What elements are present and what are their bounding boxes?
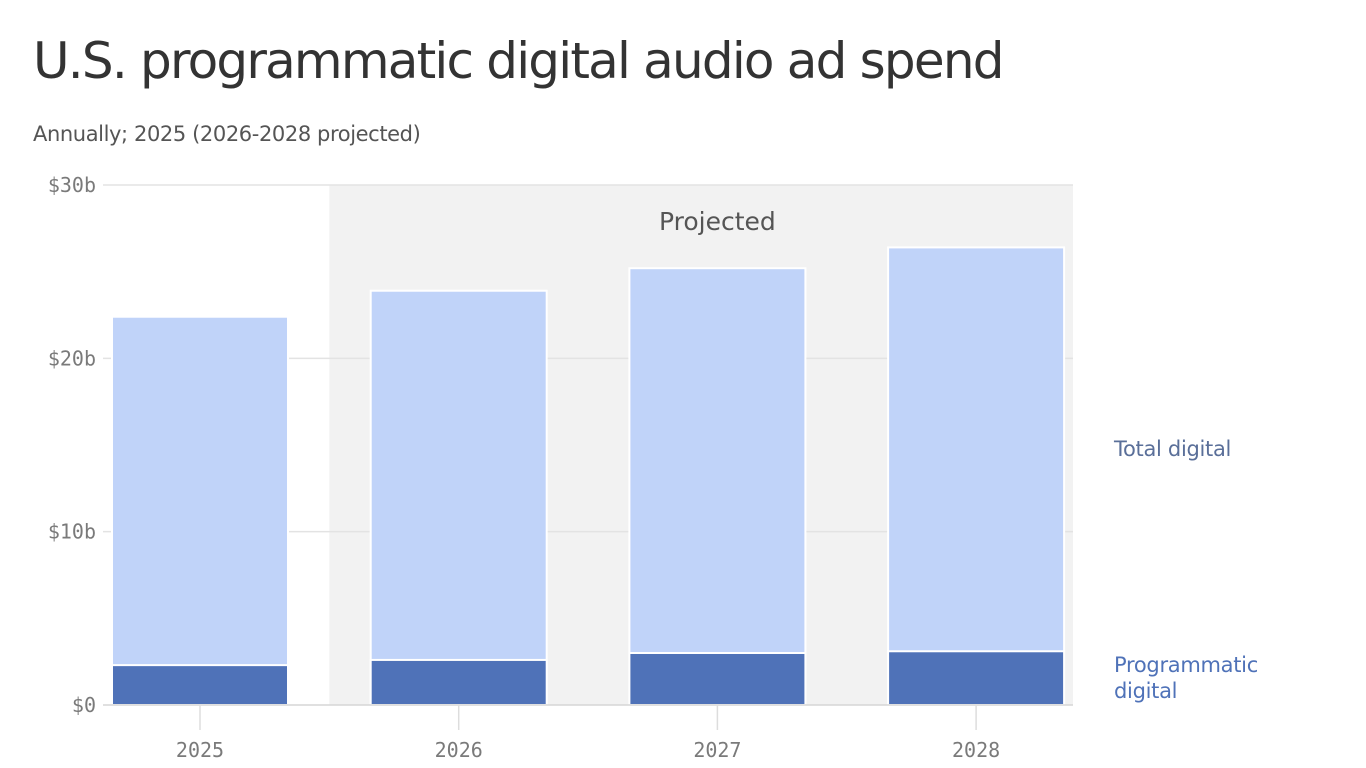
- chart-subtitle: Annually; 2025 (2026-2028 projected): [33, 122, 421, 146]
- bar-total-digital: [369, 289, 548, 706]
- legend-total-digital: Total digital: [1113, 437, 1231, 461]
- bar-programmatic-digital: [111, 664, 289, 707]
- y-tick-label: $20b: [48, 346, 96, 370]
- chart-title: U.S. programmatic digital audio ad spend: [33, 32, 1004, 90]
- bar-total-digital: [628, 267, 807, 706]
- axes: $0 $10b $20b $30b 2025 2026 2027 2028: [48, 173, 1073, 762]
- bar-total-digital: [111, 315, 289, 706]
- legend: Total digital Programmatic digital: [1113, 437, 1258, 703]
- x-tick-label: 2027: [693, 738, 741, 762]
- x-tick-label: 2026: [435, 738, 483, 762]
- y-tick-label: $0: [72, 693, 96, 717]
- bar-programmatic-digital: [628, 652, 807, 706]
- bars: [111, 246, 1066, 707]
- projected-label: Projected: [659, 207, 776, 236]
- bar-programmatic-digital: [887, 650, 1066, 706]
- x-tick-label: 2025: [176, 738, 224, 762]
- legend-programmatic-digital: Programmatic digital: [1114, 653, 1258, 703]
- y-tick-label: $10b: [48, 520, 96, 544]
- bar-total-digital: [887, 246, 1066, 706]
- y-tick-label: $30b: [48, 173, 96, 197]
- bar-programmatic-digital: [369, 658, 548, 707]
- x-tick-label: 2028: [952, 738, 1000, 762]
